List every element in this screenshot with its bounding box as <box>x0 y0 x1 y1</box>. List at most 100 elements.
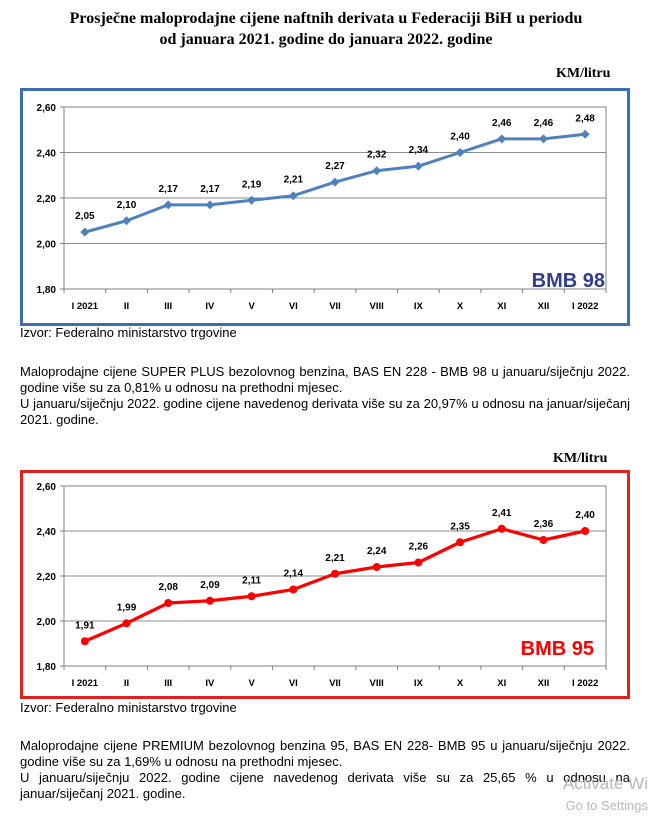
bmb98-series-name: BMB 98 <box>532 270 605 292</box>
bmb95-ytick-label: 2,40 <box>37 527 57 538</box>
bmb98-data-point <box>205 200 215 210</box>
bmb98-ytick-label: 2,40 <box>37 149 57 160</box>
bmb98-category-label: IV <box>205 301 215 312</box>
bmb95-ytick-label: 2,60 <box>37 482 57 493</box>
bmb98-ytick-label: 2,60 <box>37 103 57 114</box>
bmb95-category-label: VIII <box>370 678 384 689</box>
bmb95-series-name: BMB 95 <box>521 638 594 660</box>
bmb98-category-label: VII <box>329 301 341 312</box>
bmb95-category-label: XII <box>538 678 550 689</box>
bmb95-data-label: 2,14 <box>284 569 304 580</box>
bmb95-data-point <box>80 637 89 646</box>
bmb98-data-label: 2,05 <box>75 211 95 222</box>
bmb95-ytick-label: 2,20 <box>37 572 57 583</box>
go-to-settings-watermark: Go to Settings <box>565 798 648 813</box>
bmb98-data-label: 2,19 <box>242 179 262 190</box>
bmb98-data-label: 2,46 <box>534 118 554 129</box>
bmb95-category-label: III <box>164 678 172 689</box>
bmb95-category-label: V <box>248 678 255 689</box>
bmb95-data-point <box>331 569 339 578</box>
bmb95-data-point <box>122 619 131 628</box>
bmb98-category-label: IX <box>414 301 424 312</box>
chart-bmb95-svg: 1,802,002,202,402,60I 2021 II III IV V VI VII V… <box>20 470 630 699</box>
unit-label-bmb98: KM/litru <box>556 66 611 81</box>
bmb98-data-point <box>580 129 590 139</box>
bmb98-data-point <box>497 134 507 144</box>
paragraph-bmb98-line-2: U januaru/siječnju 2022. godine cijene n… <box>20 396 630 427</box>
bmb98-data-label: 2,17 <box>200 184 220 195</box>
bmb98-data-point <box>372 166 382 176</box>
bmb95-data-point <box>539 536 548 544</box>
bmb98-data-label: 2,48 <box>575 113 595 124</box>
bmb98-ytick-label: 1,80 <box>37 285 57 296</box>
bmb95-data-point <box>372 563 381 571</box>
bmb95-ytick-label: 2,00 <box>37 617 57 628</box>
bmb98-category-label: I 2022 <box>572 301 598 312</box>
bmb98-data-label: 2,27 <box>325 161 345 172</box>
bmb98-data-label: 2,10 <box>117 200 137 211</box>
bmb98-data-label: 2,17 <box>158 184 178 195</box>
bmb98-category-label: II <box>124 301 129 312</box>
bmb98-data-point <box>413 161 423 171</box>
bmb98-category-label: X <box>457 301 464 312</box>
bmb95-data-point <box>456 538 465 547</box>
bmb95-data-label: 2,11 <box>242 575 261 586</box>
source-note-1: Izvor: Federalno ministarstvo trgovine <box>20 325 237 340</box>
bmb95-data-point <box>205 596 214 605</box>
bmb95-data-label: 1,99 <box>117 602 137 613</box>
bmb98-category-label: XI <box>497 301 506 312</box>
source-note-2: Izvor: Federalno ministarstvo trgovine <box>20 700 237 715</box>
bmb98-data-point <box>122 216 132 226</box>
bmb95-data-label: 2,26 <box>409 542 429 553</box>
bmb95-data-label: 2,21 <box>325 553 345 564</box>
paragraph-bmb98-line-1: Maloprodajne cijene SUPER PLUS bezolovno… <box>20 364 630 395</box>
bmb95-category-label: X <box>457 678 464 689</box>
bmb98-frame <box>20 88 630 326</box>
paragraph-bmb98: Maloprodajne cijene SUPER PLUS bezolovno… <box>20 364 630 428</box>
bmb98-data-label: 2,21 <box>284 175 304 186</box>
bmb95-data-label: 1,91 <box>75 620 95 631</box>
bmb95-data-label: 2,36 <box>534 519 554 530</box>
bmb95-data-label: 2,09 <box>200 580 220 591</box>
bmb98-category-label: XII <box>538 301 550 312</box>
chart-bmb98-svg: 1,802,002,202,402,60I 2021 II III IV V VI VII V… <box>20 88 630 326</box>
bmb95-data-label: 2,40 <box>575 510 595 521</box>
bmb98-data-point <box>288 191 298 201</box>
bmb98-data-point <box>80 227 90 237</box>
paragraph-bmb95-line-1: Maloprodajne cijene PREMIUM bezolovnog b… <box>20 738 630 769</box>
report-title-line-2: od januara 2021. godine do januara 2022.… <box>159 31 493 48</box>
paragraph-bmb95-line-2: U januaru/siječnju 2022. godine cijene n… <box>20 770 630 801</box>
bmb98-data-point <box>247 195 257 205</box>
bmb95-data-point <box>581 527 590 535</box>
bmb95-frame <box>20 470 630 699</box>
bmb95-category-label: I 2021 <box>72 678 99 689</box>
bmb98-category-label: V <box>248 301 255 312</box>
paragraph-bmb95: Maloprodajne cijene PREMIUM bezolovnog b… <box>20 738 630 802</box>
bmb95-category-label: IX <box>414 678 424 689</box>
bmb95-data-point <box>247 592 256 601</box>
chart-bmb98: 1,80 2,00 2,20 2,40 2,60 I 2021 II III IV V VI VII V… <box>20 88 630 326</box>
bmb98-category-label: III <box>164 301 172 312</box>
bmb95-data-label: 2,24 <box>367 546 387 557</box>
bmb95-category-label: XI <box>497 678 506 689</box>
bmb98-category-label: I 2021 <box>72 301 99 312</box>
bmb95-category-label: IV <box>205 678 215 689</box>
bmb95-data-label: 2,35 <box>450 521 470 532</box>
bmb95-ytick-label: 1,80 <box>37 662 57 673</box>
bmb95-data-point <box>497 524 506 533</box>
bmb95-data-point <box>289 585 298 594</box>
bmb95-data-point <box>414 558 423 567</box>
report-title: Prosječne maloprodajne cijene naftnih de… <box>0 8 652 50</box>
bmb95-category-label: VI <box>289 678 298 689</box>
bmb95-category-label: I 2022 <box>572 678 598 689</box>
unit-label-bmb95: KM/litru <box>553 451 608 466</box>
bmb98-data-point <box>538 134 548 144</box>
bmb95-data-label: 2,08 <box>158 582 178 593</box>
bmb95-category-label: VII <box>329 678 341 689</box>
bmb98-category-label: VI <box>289 301 298 312</box>
bmb95-category-label: II <box>124 678 129 689</box>
bmb98-data-label: 2,46 <box>492 118 512 129</box>
bmb95-data-label: 2,41 <box>492 508 512 519</box>
bmb98-data-point <box>330 177 340 187</box>
bmb95-data-point <box>164 599 173 607</box>
